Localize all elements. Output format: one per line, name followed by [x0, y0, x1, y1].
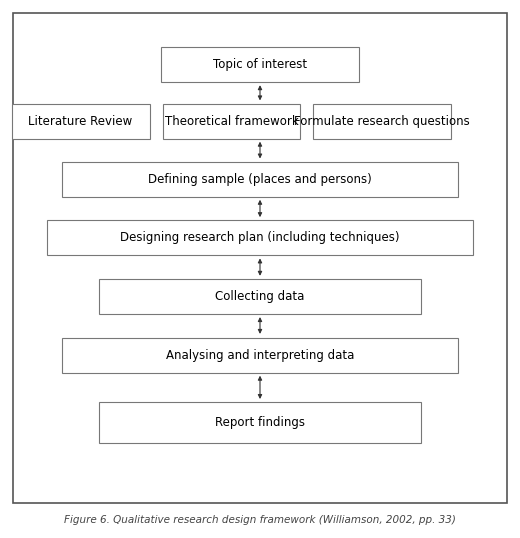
Bar — [313, 103, 451, 138]
Bar — [99, 279, 421, 314]
Text: Topic of interest: Topic of interest — [213, 58, 307, 71]
Text: Collecting data: Collecting data — [215, 290, 305, 303]
Bar — [162, 103, 301, 138]
Text: Defining sample (places and persons): Defining sample (places and persons) — [148, 173, 372, 186]
Bar — [62, 161, 458, 196]
Text: Formulate research questions: Formulate research questions — [294, 115, 470, 128]
Text: Designing research plan (including techniques): Designing research plan (including techn… — [120, 231, 400, 244]
Bar — [11, 103, 150, 138]
Bar — [161, 47, 359, 82]
Text: Report findings: Report findings — [215, 416, 305, 429]
Text: Literature Review: Literature Review — [29, 115, 133, 128]
Text: Theoretical framework: Theoretical framework — [164, 115, 298, 128]
Bar — [47, 221, 473, 255]
Bar — [99, 402, 421, 442]
Bar — [62, 338, 458, 372]
Text: Figure 6. Qualitative research design framework (Williamson, 2002, pp. 33): Figure 6. Qualitative research design fr… — [64, 515, 456, 525]
Text: Analysing and interpreting data: Analysing and interpreting data — [166, 349, 354, 362]
